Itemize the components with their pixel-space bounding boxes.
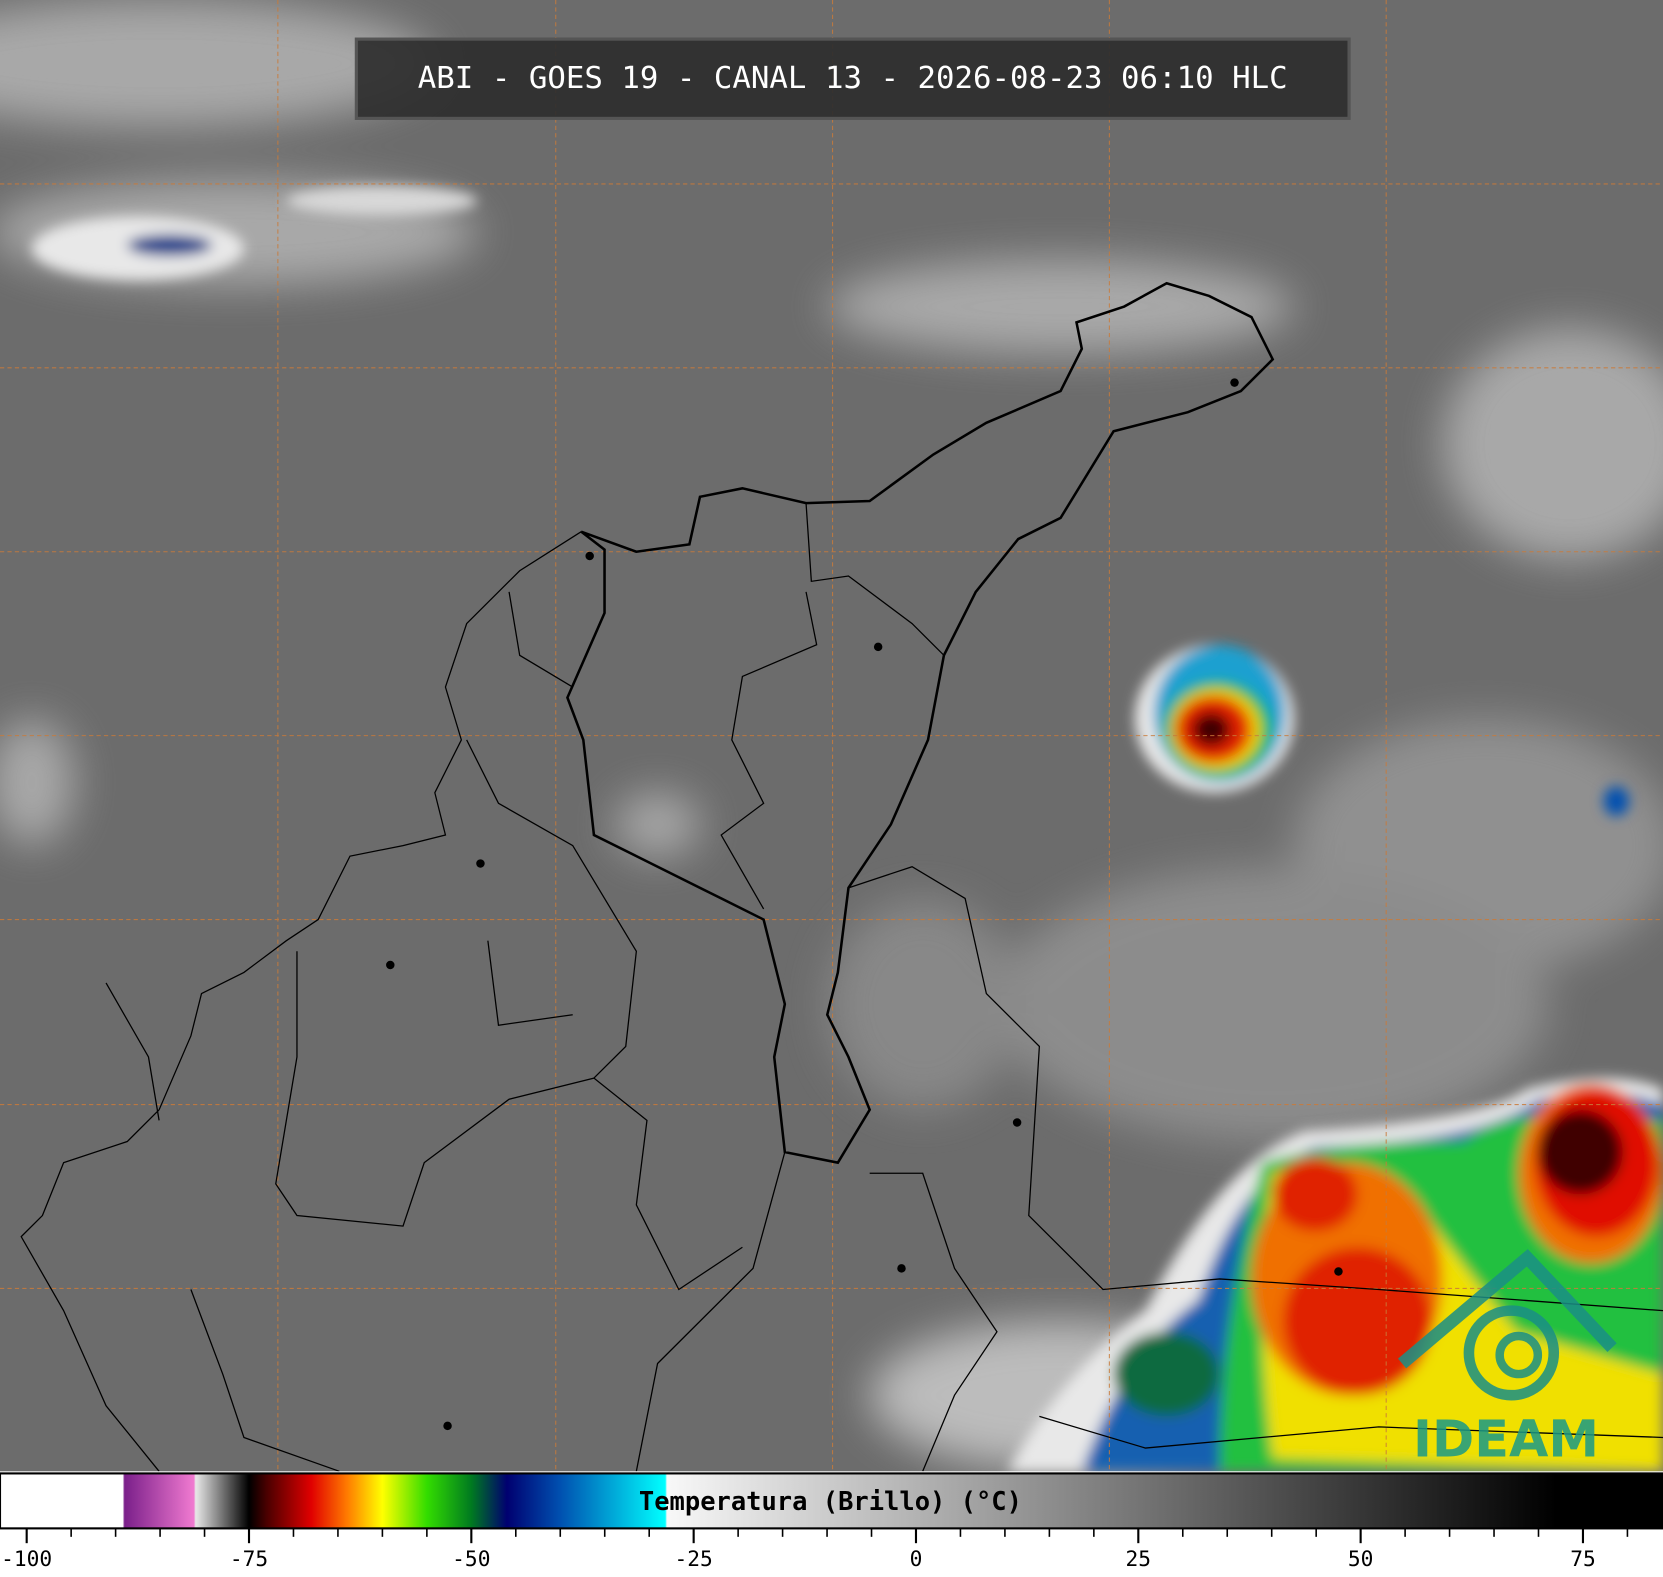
tick-label: -75 bbox=[230, 1546, 268, 1571]
tick-label: 75 bbox=[1570, 1546, 1596, 1571]
tick-label: -25 bbox=[675, 1546, 713, 1571]
colorbar: Temperatura (Brillo) (°C) -100 -75 -50 -25 0 2… bbox=[0, 1472, 1663, 1571]
color-ramp bbox=[0, 1472, 1663, 1530]
tick-label: -100 bbox=[1, 1546, 52, 1571]
colorbar-label: Temperatura (Brillo) (°C) bbox=[639, 1486, 1022, 1516]
tick-label: 50 bbox=[1348, 1546, 1374, 1571]
brand: IDEAM bbox=[1413, 1410, 1599, 1469]
lat-lon-grid bbox=[0, 0, 1663, 1472]
title: ABI - GOES 19 - CANAL 13 - 2026-08-23 06… bbox=[418, 61, 1288, 96]
boundaries bbox=[20, 281, 1663, 1472]
tick-label: 0 bbox=[910, 1546, 923, 1571]
tick-label: -50 bbox=[452, 1546, 490, 1571]
logo: IDEAM bbox=[1397, 1249, 1617, 1469]
title-box: ABI - GOES 19 - CANAL 13 - 2026-08-23 06… bbox=[354, 37, 1351, 120]
tick-label: 25 bbox=[1126, 1546, 1152, 1571]
